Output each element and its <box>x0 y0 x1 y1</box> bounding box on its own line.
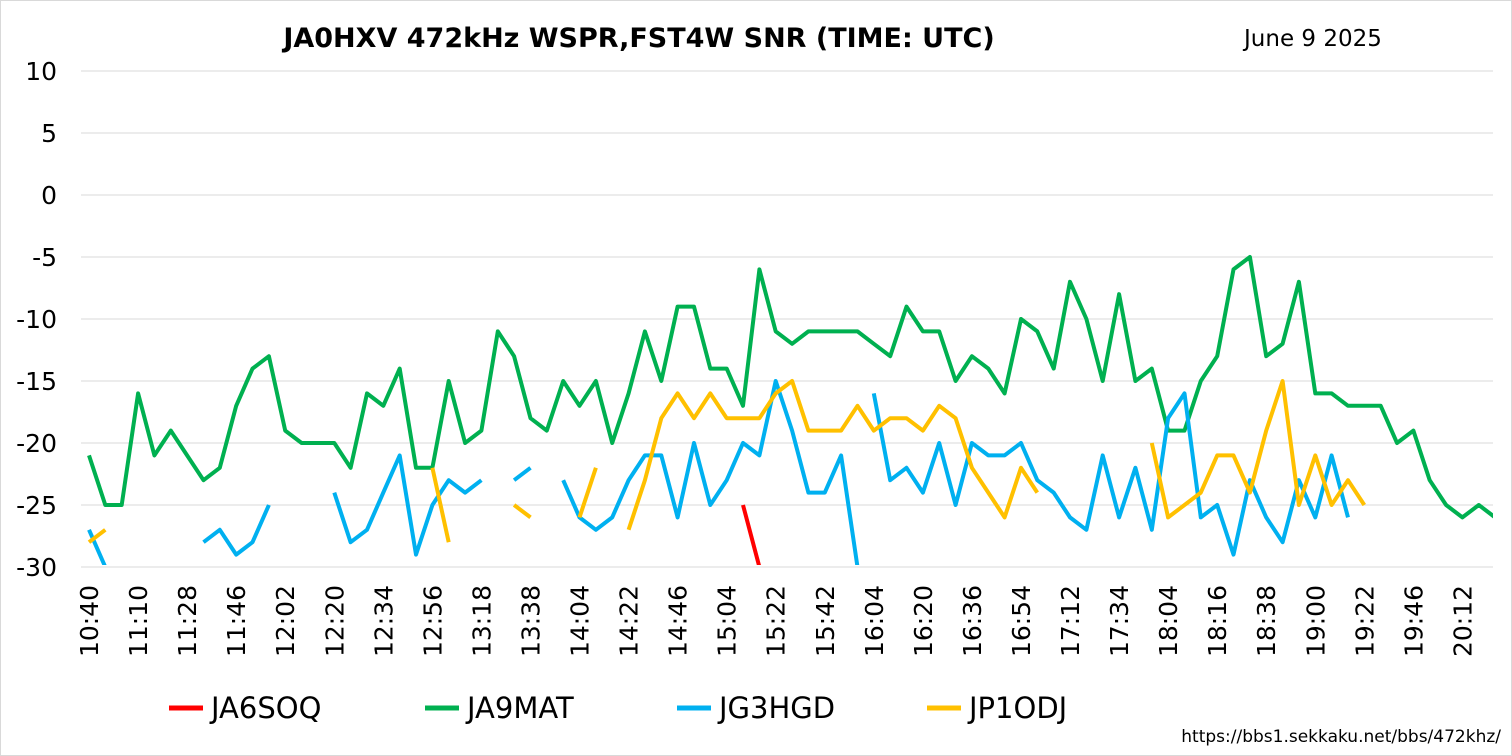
x-tick-label: 11:28 <box>173 585 202 657</box>
legend-label-ja6soq: JA6SOQ <box>209 691 321 725</box>
x-tick-label: 10:40 <box>75 585 104 657</box>
chart-date: June 9 2025 <box>1244 26 1382 52</box>
x-tick-label: 13:38 <box>516 585 545 657</box>
series-line-jp1odj <box>577 467 598 519</box>
x-tick-label: 14:22 <box>615 585 644 657</box>
x-tick-label: 13:18 <box>467 585 496 657</box>
y-tick-label: -30 <box>16 553 57 582</box>
x-tick-label: 12:20 <box>320 585 349 657</box>
series-line-jg3hgd <box>332 453 483 557</box>
x-tick-label: 18:38 <box>1252 585 1281 657</box>
x-tick-label: 15:42 <box>811 585 840 657</box>
y-tick-label: 0 <box>41 181 57 210</box>
legend-label-ja9mat: JA9MAT <box>465 691 574 725</box>
series-line-jp1odj <box>512 503 532 519</box>
series-line-jp1odj <box>1149 379 1366 520</box>
y-tick-label: -25 <box>16 491 57 520</box>
x-tick-label: 15:22 <box>762 585 791 657</box>
series-line-jp1odj <box>626 379 1039 531</box>
x-tick-label: 11:10 <box>124 585 153 657</box>
series-line-jg3hgd <box>202 504 271 557</box>
x-tick-label: 19:46 <box>1399 585 1428 657</box>
y-tick-label: 5 <box>41 119 57 148</box>
series-line-jg3hgd <box>87 528 107 565</box>
x-tick-label: 11:46 <box>222 585 251 657</box>
series-line-ja6soq <box>741 504 761 565</box>
series-line-jp1odj <box>87 528 107 544</box>
x-tick-label: 20:12 <box>1448 585 1477 657</box>
x-tick-label: 15:04 <box>713 585 742 657</box>
x-tick-label: 16:36 <box>958 585 987 657</box>
series-line-jp1odj <box>430 467 451 543</box>
series-line-jg3hgd <box>512 466 532 482</box>
series-line-jg3hgd <box>561 379 860 565</box>
y-tick-label: -15 <box>16 367 57 396</box>
x-tick-label: 18:16 <box>1203 585 1232 657</box>
series-line-ja9mat <box>87 255 1493 520</box>
x-tick-label: 17:12 <box>1056 585 1085 657</box>
chart-title: JA0HXV 472kHz WSPR,FST4W SNR (TIME: UTC) <box>283 23 995 54</box>
x-tick-label: 16:04 <box>860 585 889 657</box>
x-tick-label: 19:22 <box>1350 585 1379 657</box>
y-tick-label: -20 <box>16 429 57 458</box>
x-tick-label: 19:00 <box>1301 585 1330 657</box>
x-tick-label: 16:54 <box>1007 585 1036 657</box>
x-tick-label: 14:04 <box>566 585 595 657</box>
x-tick-label: 12:34 <box>369 585 398 657</box>
source-url[interactable]: https://bbs1.sekkaku.net/bbs/472khz/ <box>1181 727 1501 747</box>
x-tick-label: 12:56 <box>418 585 447 657</box>
x-tick-label: 18:04 <box>1154 585 1183 657</box>
legend-label-jp1odj: JP1ODJ <box>967 691 1067 725</box>
legend-label-jg3hgd: JG3HGD <box>717 691 835 725</box>
y-tick-label: -10 <box>16 305 57 334</box>
x-tick-label: 14:46 <box>664 585 693 657</box>
x-tick-label: 17:34 <box>1105 585 1134 657</box>
x-tick-label: 12:02 <box>271 585 300 657</box>
series-line-jg3hgd <box>871 391 1350 557</box>
y-tick-label: -5 <box>32 243 57 272</box>
x-tick-label: 16:20 <box>909 585 938 657</box>
y-tick-label: 10 <box>25 57 57 86</box>
